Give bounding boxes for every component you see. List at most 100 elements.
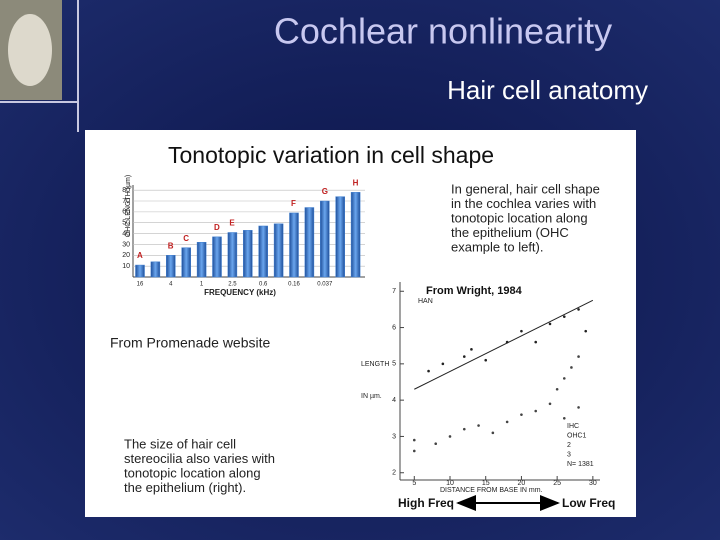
y-tick-label: 70 [122, 198, 130, 205]
bar-letter: H [353, 178, 359, 187]
y-tick-label: 5 [392, 361, 396, 368]
bar [335, 196, 345, 278]
ihc-point [577, 308, 580, 311]
ohc-point [562, 416, 566, 420]
y-tick-label: 2 [392, 470, 396, 477]
ohc-point [448, 435, 452, 438]
ohc-point [562, 377, 566, 380]
y-tick-label: 6 [392, 324, 396, 331]
scatter-tag: HAN [418, 298, 433, 305]
bar [320, 200, 330, 278]
y-tick-label: 20 [122, 252, 130, 259]
ohc-point [477, 424, 480, 427]
scatter-x-label: DISTANCE FROM BASE IN mm. [440, 487, 543, 494]
note-line: tonotopic location along [124, 465, 261, 480]
fit-line [414, 299, 594, 390]
ihc-point [520, 329, 523, 333]
x-tick-label: 10 [446, 480, 454, 487]
ihc-point [505, 340, 509, 344]
scatter-y-label: IN µm. [361, 393, 382, 400]
bar-letter: E [229, 219, 235, 228]
bar [350, 192, 361, 278]
panel-heading: Tonotopic variation in cell shape [168, 142, 494, 168]
x-tick-label: 25 [553, 480, 561, 487]
ihc-point [584, 329, 588, 333]
note-line: in the cochlea varies with [451, 196, 596, 211]
x-tick-label: 0.6 [259, 282, 268, 288]
note-line: the epithelium (OHC [451, 225, 569, 240]
scatter-y-label: LENGTH [361, 361, 389, 368]
ohc-point [555, 387, 559, 391]
ohc-point [505, 420, 509, 424]
y-tick-label: 4 [392, 397, 396, 404]
bar [258, 225, 268, 278]
y-tick-label: 60 [122, 209, 130, 216]
note-line: the epithelium (right). [124, 480, 246, 495]
ihc-point [462, 355, 466, 358]
bar [135, 264, 145, 278]
legend-entry: 3 [567, 451, 571, 458]
bar [273, 223, 284, 278]
ohc-point [577, 355, 580, 358]
x-tick-label: 1 [200, 282, 204, 288]
x-tick-label: 4 [169, 282, 173, 288]
y-tick-label: 10 [122, 263, 130, 270]
y-tick-label: 40 [122, 230, 130, 237]
note-line: In general, hair cell shape [451, 181, 600, 196]
bar-letter: C [183, 234, 189, 243]
ohc-point [534, 409, 538, 413]
x-tick-label: 5 [412, 480, 416, 487]
ohc-point [570, 366, 573, 369]
x-tick-label: 16 [137, 282, 144, 288]
slide-title: Cochlear nonlinearity [274, 11, 612, 52]
note-line: tonotopic location along [451, 210, 588, 225]
bar [289, 212, 299, 278]
ohc-point [491, 431, 495, 435]
bar-letter: G [322, 187, 328, 196]
arrow-left-label: High Freq [398, 496, 454, 510]
legend-entry: IHC [567, 423, 579, 430]
bar [212, 236, 222, 278]
ihc-point [484, 358, 488, 362]
y-tick-label: 30 [122, 241, 130, 248]
x-tick-label: 30 [589, 480, 597, 487]
ohc-point [412, 438, 416, 442]
bar [150, 261, 161, 278]
arrow-right-label: Low Freq [562, 496, 615, 510]
legend-entry: OHC1 [567, 432, 587, 439]
ihc-point [470, 348, 473, 351]
bar-letter: B [168, 241, 174, 250]
ihc-point [427, 369, 430, 373]
x-tick-label: 20 [518, 480, 526, 487]
ihc-point [534, 340, 538, 344]
bar-x-label: FREQUENCY (kHz) [204, 288, 276, 297]
ohc-point [434, 442, 438, 446]
source-note: From Promenade website [110, 335, 271, 351]
content-panel [85, 130, 636, 517]
y-tick-label: 7 [392, 288, 396, 295]
bar [243, 230, 253, 278]
photo-detail [8, 14, 52, 86]
ihc-point [562, 315, 566, 318]
bar [304, 207, 315, 278]
legend-entry: 2 [567, 442, 571, 449]
x-tick-label: 15 [482, 480, 490, 487]
ihc-point [441, 362, 445, 366]
legend-entry: N= 1381 [567, 461, 594, 468]
ohc-point [577, 406, 580, 409]
bar [181, 247, 191, 278]
ihc-point [548, 322, 552, 326]
bar-letter: D [214, 223, 220, 232]
bar [196, 242, 207, 278]
bar [227, 232, 238, 278]
scatter-title: From Wright, 1984 [426, 285, 523, 297]
x-tick-label: 2.5 [228, 282, 237, 288]
ohc-point [412, 449, 416, 453]
note-line: example to left). [451, 239, 544, 254]
bar [166, 255, 176, 278]
ohc-point [548, 402, 552, 406]
y-tick-label: 3 [392, 433, 396, 440]
note-line: The size of hair cell [124, 436, 236, 451]
bar-letter: F [291, 199, 296, 208]
